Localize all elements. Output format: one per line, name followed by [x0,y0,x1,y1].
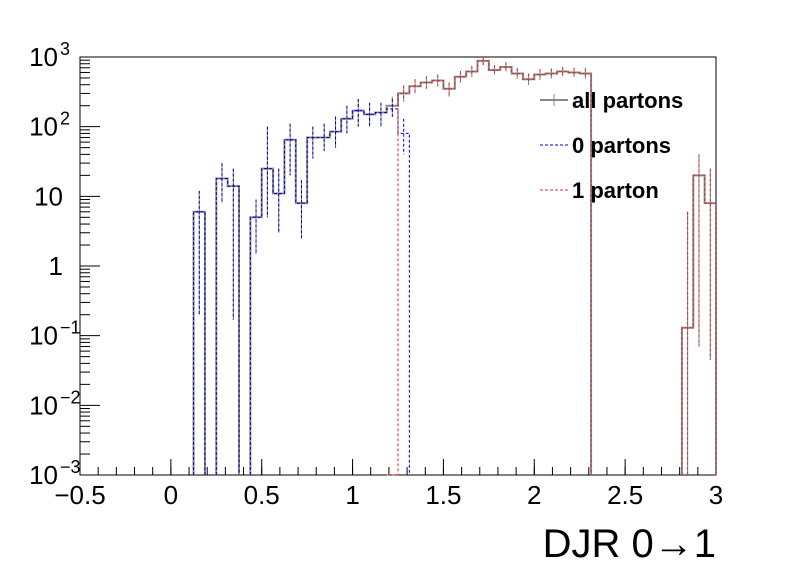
legend: all partons 0 partons 1 parton [540,88,683,203]
x-tick-label: 0.5 [244,480,280,510]
x-tick-label: −0.5 [54,480,105,510]
y-tick-label: 10 [29,42,58,72]
series-layer [192,57,717,476]
y-tick-label: 10 [29,321,58,351]
x-tick-label: 2 [527,480,541,510]
y-tick-exponent: −3 [60,457,81,477]
y-tick-label: 10 [29,390,58,420]
legend-label: 0 partons [572,133,671,158]
y-tick-label: 10 [29,112,58,142]
x-tick-label: 0 [164,480,178,510]
y-tick-exponent: 3 [60,39,70,59]
y-tick-exponent: −1 [60,318,81,338]
histogram-steps [193,108,410,475]
x-tick-label: 3 [709,480,723,510]
legend-label: 1 parton [572,178,659,203]
y-tick-label: 1 [49,251,63,281]
x-tick-label: 1 [345,480,359,510]
x-axis: −0.5 0 0.5 1 1.5 2 2.5 3 [54,459,723,510]
series-1 [193,98,410,475]
histogram-steps [192,59,717,475]
x-axis-title: DJR 0→1 [543,522,716,566]
y-tick-exponent: −2 [60,387,81,407]
y-tick-exponent: 2 [60,109,70,129]
x-tick-label: 1.5 [425,480,461,510]
histogram-steps [386,60,717,476]
series-0 [192,57,717,475]
legend-label: all partons [572,88,683,113]
y-tick-label: 10 [29,460,58,490]
y-tick-label: 10 [34,181,63,211]
x-tick-label: 2.5 [607,480,643,510]
series-2 [386,57,717,476]
